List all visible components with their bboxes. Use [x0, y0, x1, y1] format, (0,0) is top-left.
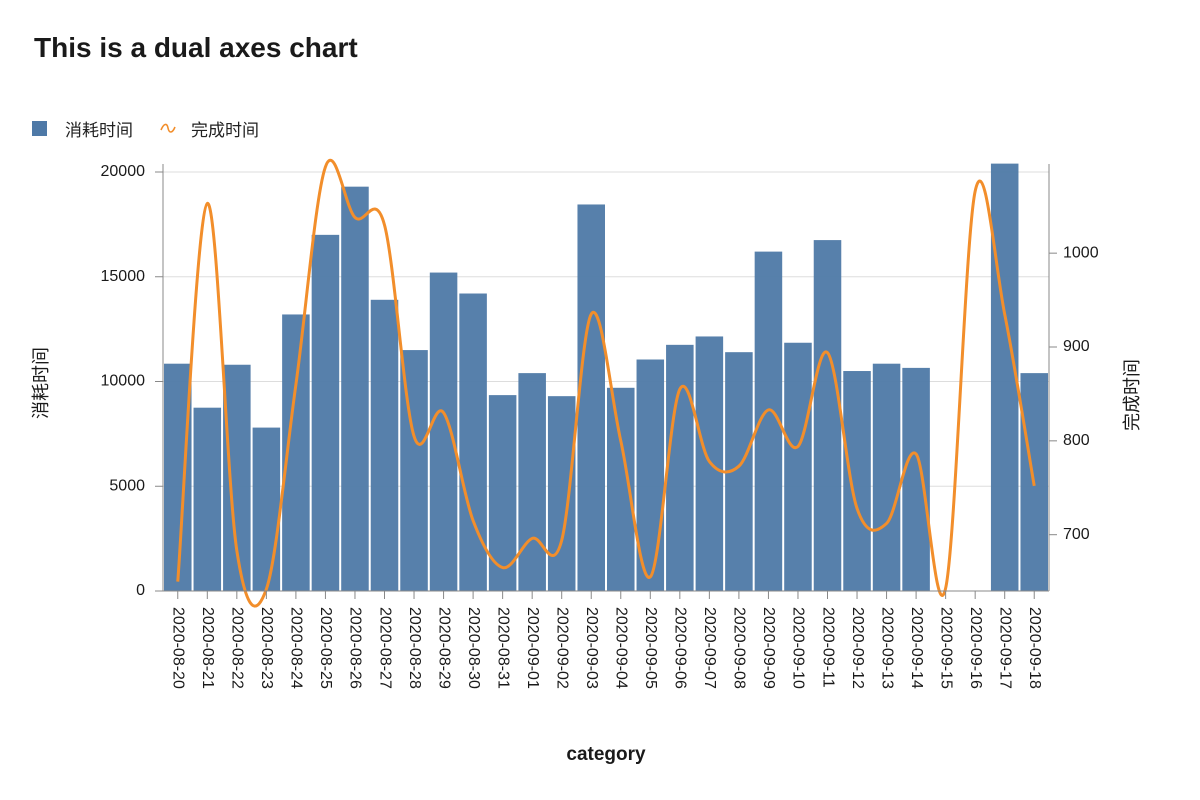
legend-label-line: 完成时间 [191, 121, 259, 141]
bar [990, 163, 1019, 591]
line-series-path [176, 158, 1036, 608]
x-tick-label: 2020-09-10 [790, 607, 807, 689]
x-tick-label: 2020-09-01 [524, 607, 541, 689]
left-tick-label: 20000 [101, 163, 146, 180]
legend-item-bar[interactable]: 消耗时间 [32, 116, 133, 141]
bar [843, 371, 871, 591]
chart-title: This is a dual axes chart [34, 32, 358, 63]
right-axis-title: 完成时间 [1122, 359, 1143, 431]
bar [370, 299, 399, 591]
bar [784, 342, 812, 591]
x-tick-label: 2020-09-11 [819, 607, 836, 688]
x-tick-label: 2020-08-22 [229, 607, 246, 689]
left-tick-label: 5000 [109, 477, 145, 494]
bar [577, 204, 605, 591]
x-tick-label: 2020-08-20 [170, 607, 187, 689]
bar-series [164, 163, 1048, 592]
bar [252, 427, 281, 591]
legend-item-line[interactable]: 完成时间 [159, 116, 259, 141]
x-tick-label: 2020-09-08 [731, 607, 748, 689]
legend-line-swatch [160, 123, 176, 133]
right-tick-label: 800 [1063, 432, 1090, 449]
left-tick-label: 15000 [101, 268, 146, 285]
x-tick-label: 2020-08-28 [406, 607, 423, 689]
bar [666, 344, 694, 591]
legend-bar-swatch [32, 121, 47, 136]
bar [164, 363, 192, 591]
left-tick-label: 10000 [101, 373, 146, 390]
bar [459, 293, 487, 591]
left-tick-label: 0 [136, 582, 145, 599]
x-tick-label: 2020-08-30 [465, 607, 482, 689]
x-tick-label: 2020-09-12 [849, 607, 866, 689]
x-tick-label: 2020-09-06 [672, 607, 689, 689]
x-tick-label: 2020-09-14 [908, 607, 925, 689]
bar [902, 367, 930, 591]
right-tick-label: 700 [1063, 526, 1090, 543]
right-tick-label: 1000 [1063, 244, 1099, 261]
x-tick-label: 2020-08-21 [199, 607, 216, 689]
x-tick-label: 2020-08-26 [347, 607, 364, 689]
bar [872, 363, 901, 591]
x-tick-label: 2020-09-04 [613, 607, 630, 689]
x-tick-label: 2020-08-27 [376, 607, 393, 689]
x-tick-label: 2020-09-16 [967, 607, 984, 689]
x-tick-label: 2020-08-29 [435, 607, 452, 689]
bar [193, 407, 222, 591]
line-series [176, 158, 1036, 608]
x-tick-label: 2020-09-17 [996, 607, 1013, 689]
legend-label-bar: 消耗时间 [65, 121, 133, 141]
x-tick-label: 2020-08-25 [317, 607, 334, 689]
x-tick-label: 2020-09-02 [553, 607, 570, 689]
x-tick-label: 2020-09-07 [701, 607, 718, 689]
bar [341, 186, 369, 592]
bar [547, 396, 576, 591]
x-tick-label: 2020-09-03 [583, 607, 600, 689]
x-tick-label: 2020-09-13 [878, 607, 895, 689]
x-tick-label: 2020-08-23 [258, 607, 275, 689]
legend: 消耗时间 完成时间 [32, 116, 285, 141]
left-axis-title: 消耗时间 [31, 347, 52, 419]
bar [429, 272, 458, 591]
x-tick-label: 2020-08-24 [288, 607, 305, 689]
x-tick-label: 2020-09-15 [937, 607, 954, 689]
axes: 0 5000 10000 15000 20000 700 800 900 1000 2020-08… [101, 163, 1099, 689]
x-tick-label: 2020-09-05 [642, 607, 659, 689]
bar [813, 240, 842, 591]
x-tick-label: 2020-08-31 [494, 607, 511, 689]
x-axis-title: category [566, 744, 646, 765]
x-tick-label: 2020-09-18 [1026, 607, 1043, 689]
bar [518, 373, 546, 591]
bar [311, 234, 340, 591]
x-tick-label: 2020-09-09 [760, 607, 777, 689]
right-tick-label: 900 [1063, 338, 1090, 355]
